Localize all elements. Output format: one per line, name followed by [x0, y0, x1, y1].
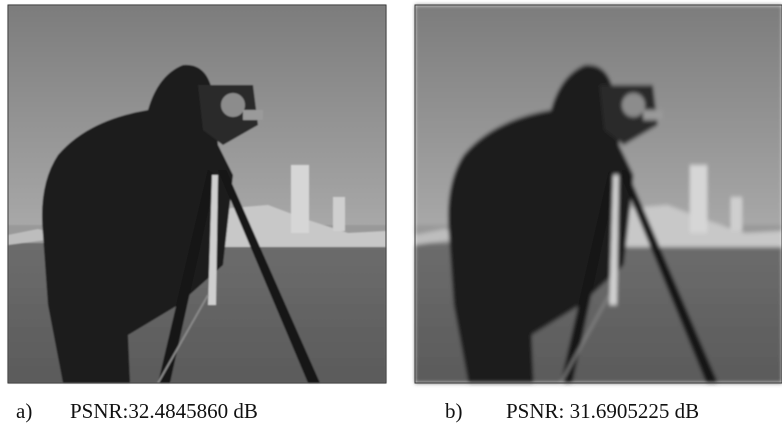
- image-b: [415, 5, 782, 383]
- subfigure-label: a): [16, 399, 32, 423]
- page: a) PSNR:32.4845860 dB b) PSNR: 31.690522…: [0, 0, 782, 427]
- caption: PSNR: 31.6905225 dB: [506, 399, 699, 423]
- figure: a) PSNR:32.4845860 dB b) PSNR: 31.690522…: [0, 0, 782, 427]
- caption: PSNR:32.4845860 dB: [70, 399, 258, 423]
- image-a: [8, 5, 386, 383]
- subfigure-label: b): [445, 399, 463, 423]
